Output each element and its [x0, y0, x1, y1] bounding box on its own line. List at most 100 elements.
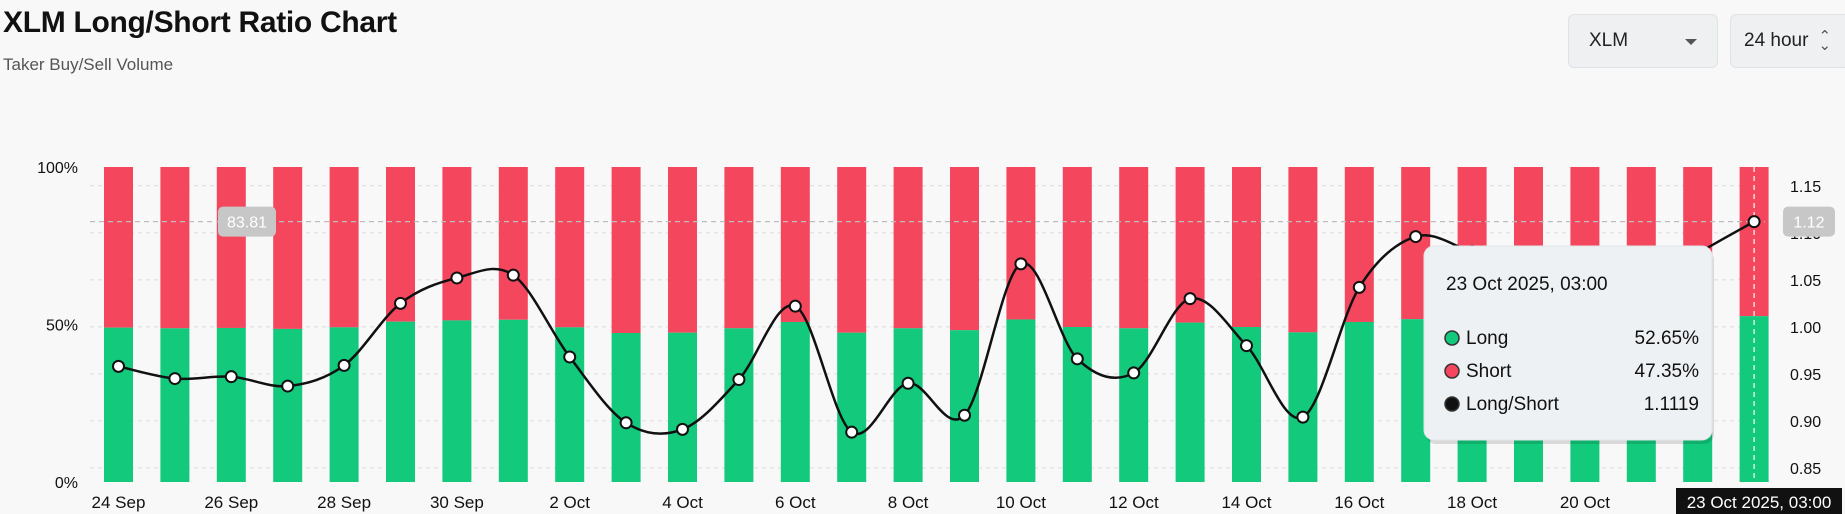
ratio-point: [563, 350, 577, 364]
tooltip-value: 1.1119: [1644, 394, 1699, 415]
x-tick-label: 10 Oct: [996, 493, 1046, 512]
y-left-tick-label: 0%: [55, 475, 78, 492]
x-tick-label: 20 Oct: [1560, 493, 1610, 512]
x-tick-label: 2 Oct: [549, 493, 590, 512]
long-bar: [160, 328, 190, 482]
y-right-tick-label: 0.90: [1790, 414, 1821, 431]
short-bar: [160, 167, 190, 329]
ratio-point: [450, 271, 464, 285]
up-down-arrows-icon: ⌃ ⌄: [1818, 28, 1832, 54]
x-tick-label: 8 Oct: [888, 493, 929, 512]
y-left-tick-label: 50%: [46, 318, 78, 335]
long-bar: [780, 321, 810, 482]
tooltip-label: Long: [1466, 328, 1508, 349]
tooltip-box: [1423, 245, 1713, 441]
short-bar: [724, 167, 754, 329]
short-bar: [498, 167, 528, 320]
long-bar: [611, 333, 641, 482]
tooltip-swatch: [1444, 363, 1460, 379]
long-bar: [442, 320, 472, 482]
period-select-value: 24 hour: [1744, 30, 1809, 51]
long-short-ratio-line: [118, 220, 1755, 436]
tooltip-label: Long/Short: [1466, 394, 1560, 415]
ratio-point: [1183, 292, 1197, 306]
x-tick-label: 4 Oct: [662, 493, 703, 512]
ratio-point: [1409, 230, 1423, 244]
ratio-point: [1014, 257, 1028, 271]
ratio-point: [1296, 410, 1310, 424]
ratio-point: [1352, 280, 1366, 294]
short-bar: [555, 167, 585, 328]
short-bar: [273, 167, 303, 329]
x-tick-label: 28 Sep: [317, 493, 371, 512]
x-tick-label: 24 Sep: [92, 493, 146, 512]
short-bar: [1232, 167, 1261, 328]
ratio-point: [788, 299, 802, 313]
short-bar: [893, 167, 923, 329]
long-bar: [386, 321, 415, 482]
long-bar: [104, 327, 133, 482]
ratio-point: [112, 359, 125, 373]
ratio-point: [901, 376, 915, 390]
long-bar: [668, 332, 697, 482]
short-bar: [329, 167, 359, 328]
y-right-tick-label: 1.15: [1790, 179, 1821, 196]
tooltip-label: Short: [1466, 361, 1512, 382]
chevron-down-icon: [1685, 39, 1697, 45]
short-bar: [104, 167, 133, 328]
y-right-tick-label: 1.05: [1790, 273, 1821, 290]
symbol-select-value: XLM: [1589, 30, 1629, 51]
ratio-point: [1127, 366, 1141, 380]
ratio-point: [619, 416, 633, 430]
ratio-point: [958, 408, 971, 422]
short-bar: [442, 167, 472, 321]
long-bar: [1062, 327, 1092, 482]
period-select[interactable]: 24 hour ⌃ ⌄: [1730, 14, 1845, 68]
short-bar: [950, 167, 979, 331]
long-bar: [1119, 328, 1149, 482]
page-title: XLM Long/Short Ratio Chart: [3, 6, 397, 39]
x-tick-label: 6 Oct: [775, 493, 816, 512]
ratio-point: [337, 358, 351, 372]
x-tick-label: 30 Sep: [430, 493, 484, 512]
long-bar: [1175, 322, 1205, 482]
x-tick-label: 14 Oct: [1221, 493, 1271, 512]
long-bar: [1739, 316, 1769, 482]
tooltip-value: 52.65%: [1635, 328, 1700, 349]
long-bar: [837, 332, 867, 482]
short-bar: [1062, 167, 1092, 328]
x-tick-label: 26 Sep: [204, 493, 258, 512]
ratio-point: [506, 268, 520, 282]
ratio-point: [281, 379, 295, 393]
tooltip-value: 47.35%: [1635, 361, 1700, 382]
ratio-point: [1070, 352, 1084, 366]
crosshair-left-badge: [218, 206, 276, 237]
short-bar: [668, 167, 697, 333]
short-bar: [1006, 167, 1036, 320]
y-right-tick-label: 0.95: [1790, 367, 1821, 384]
short-bar: [1288, 167, 1318, 333]
long-bar: [1006, 319, 1036, 482]
crosshair-x-label: 23 Oct 2025, 03:00: [1687, 493, 1832, 512]
long-bar: [1232, 327, 1261, 482]
ratio-point: [845, 425, 859, 439]
ratio-point: [676, 422, 689, 436]
y-left-tick-label: 100%: [37, 160, 78, 177]
short-bar: [780, 167, 810, 322]
crosshair-right-badge: [1783, 206, 1835, 237]
long-bar: [1344, 321, 1374, 482]
short-bar: [1344, 167, 1374, 322]
crosshair-left-value: 83.81: [227, 215, 267, 232]
tooltip-title: 23 Oct 2025, 03:00: [1446, 274, 1608, 295]
x-tick-label: 12 Oct: [1109, 493, 1159, 512]
long-bar: [273, 328, 303, 482]
symbol-select[interactable]: XLM: [1568, 14, 1718, 68]
tooltip-swatch: [1444, 396, 1460, 412]
ratio-point: [224, 370, 238, 384]
x-tick-label: 18 Oct: [1447, 493, 1497, 512]
long-bar: [893, 328, 923, 482]
ratio-point: [168, 372, 182, 386]
ratio-point: [1747, 215, 1761, 229]
long-bar: [216, 327, 246, 482]
